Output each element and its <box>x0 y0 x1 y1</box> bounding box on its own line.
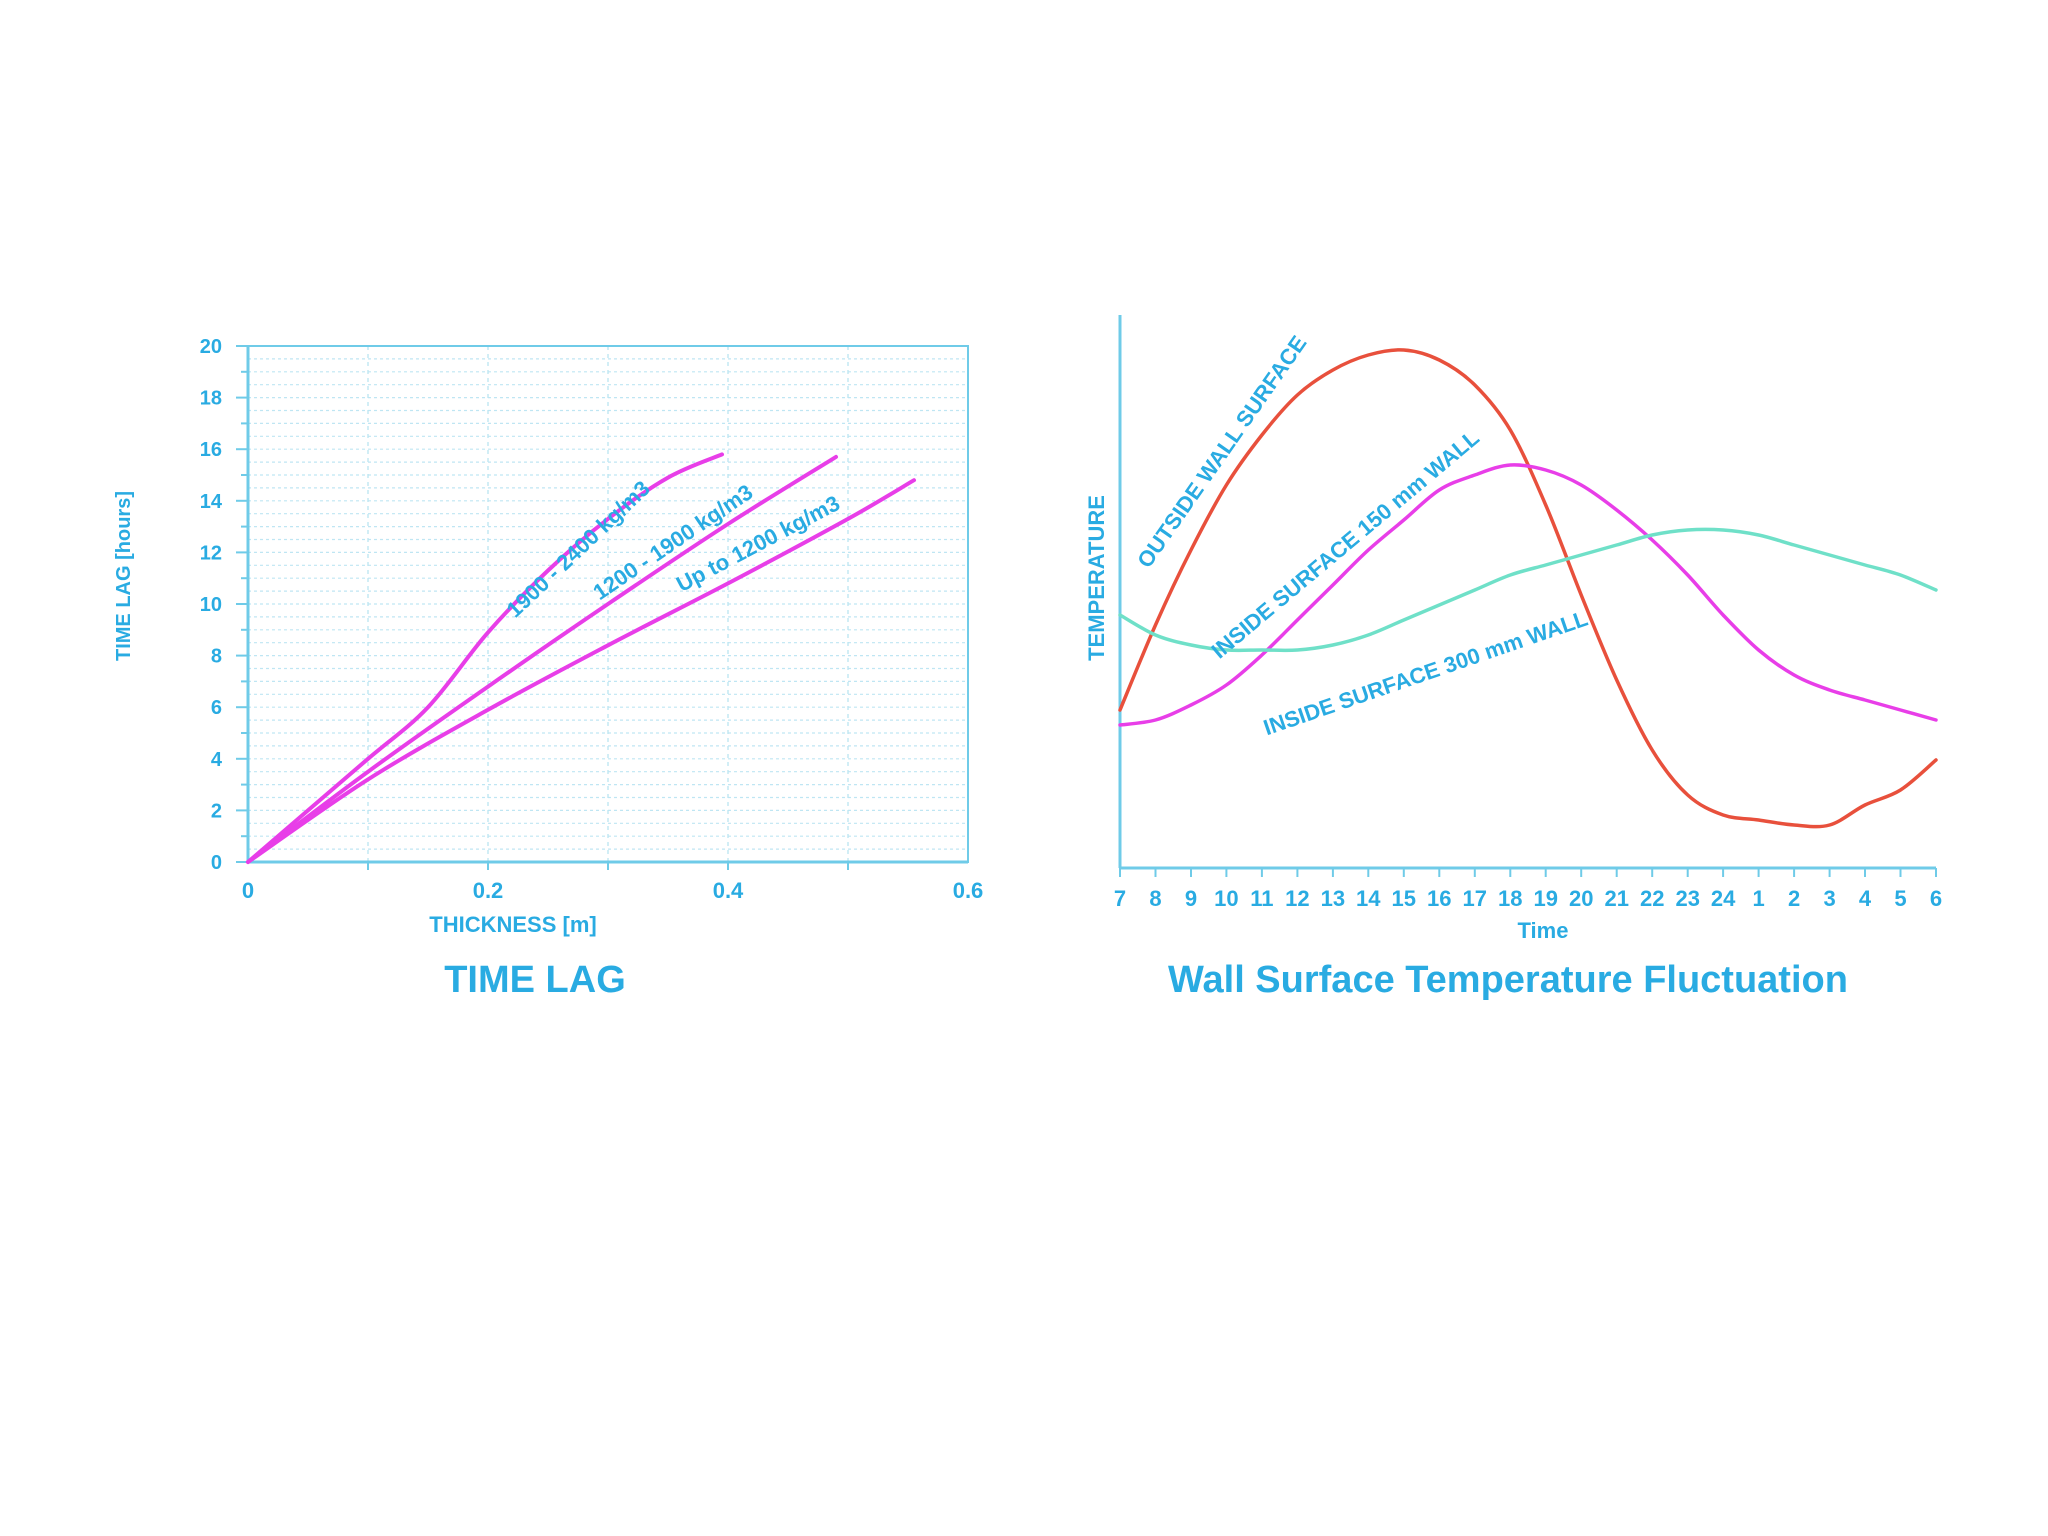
x-tick-label: 12 <box>1285 886 1309 911</box>
y-tick-label: 20 <box>200 336 222 358</box>
time-lag-series <box>246 452 916 864</box>
series-label-1: 1900 - 2400 kg/m3 <box>502 476 655 623</box>
y-tick-label: 2 <box>211 800 222 822</box>
x-tick-label: 7 <box>1114 886 1126 911</box>
x-tick-label: 3 <box>1823 886 1835 911</box>
x-tick-label: 20 <box>1569 886 1593 911</box>
series-label-2: INSIDE SURFACE 150 mm WALL <box>1207 425 1484 663</box>
y-tick-label: 18 <box>200 388 222 410</box>
x-tick-label: 10 <box>1214 886 1238 911</box>
series-line-3 <box>1118 527 1938 653</box>
x-tick-label: 0.2 <box>473 878 504 903</box>
time-lag-x-axis-label: THICKNESS [m] <box>429 912 596 937</box>
x-tick-label: 2 <box>1788 886 1800 911</box>
wall-temperature-axes <box>1118 315 1937 877</box>
x-tick-label: 9 <box>1185 886 1197 911</box>
y-tick-label: 6 <box>211 697 222 719</box>
x-tick-label: 6 <box>1930 886 1942 911</box>
time-lag-x-ticks: 0 0.2 0.4 0.6 <box>242 878 983 903</box>
series-line-2 <box>1118 463 1938 727</box>
y-tick-label: 8 <box>211 646 222 668</box>
y-tick-label: 0 <box>211 852 222 874</box>
x-tick-label: 0 <box>242 878 254 903</box>
x-tick-label: 1 <box>1752 886 1764 911</box>
series-line-1 <box>246 452 724 864</box>
time-lag-title: TIME LAG <box>444 959 626 1001</box>
series-label-1: OUTSIDE WALL SURFACE <box>1132 331 1311 572</box>
x-tick-label: 16 <box>1427 886 1451 911</box>
wall-temperature-series <box>1118 348 1938 829</box>
y-tick-label: 14 <box>200 491 223 513</box>
y-tick-label: 12 <box>200 542 222 564</box>
y-tick-label: 10 <box>200 594 222 616</box>
wall-temperature-chart: 7 8 9 10 11 12 13 14 15 16 17 18 19 20 21 22 23 24 1 2 3 4 5 6 … <box>1084 315 1942 1001</box>
series-line-2 <box>246 454 838 864</box>
wall-temperature-title: Wall Surface Temperature Fluctuation <box>1168 959 1848 1001</box>
x-tick-label: 22 <box>1640 886 1664 911</box>
x-tick-label: 15 <box>1392 886 1416 911</box>
x-tick-label: 21 <box>1604 886 1628 911</box>
y-tick-label: 4 <box>211 749 223 771</box>
x-tick-label: 0.4 <box>713 878 744 903</box>
series-label-3: INSIDE SURFACE 300 mm WALL <box>1260 606 1591 741</box>
series-line-3 <box>246 478 916 864</box>
wall-temperature-y-axis-label: TEMPERATURE <box>1084 495 1109 661</box>
x-tick-label: 0.6 <box>953 878 984 903</box>
time-lag-y-ticks: 0 2 4 6 8 10 12 14 16 18 20 <box>200 336 223 874</box>
time-lag-grid <box>248 346 968 862</box>
x-tick-label: 18 <box>1498 886 1522 911</box>
time-lag-chart: 0 2 4 6 8 10 12 14 16 18 20 0 0.2 0.4 0.6 1900 - 2400… <box>113 336 983 1001</box>
y-tick-label: 16 <box>200 439 222 461</box>
time-lag-axes <box>236 345 969 870</box>
x-tick-label: 5 <box>1894 886 1906 911</box>
x-tick-label: 14 <box>1356 886 1381 911</box>
x-tick-label: 24 <box>1711 886 1736 911</box>
x-tick-label: 8 <box>1149 886 1161 911</box>
x-tick-label: 19 <box>1533 886 1557 911</box>
x-tick-label: 13 <box>1321 886 1345 911</box>
x-tick-label: 23 <box>1675 886 1699 911</box>
x-tick-label: 4 <box>1859 886 1872 911</box>
x-tick-label: 11 <box>1250 886 1273 911</box>
wall-temperature-x-ticks: 7 8 9 10 11 12 13 14 15 16 17 18 19 20 21 22 23 24 1 2 3 4 5 6 <box>1114 886 1942 911</box>
time-lag-y-axis-label: TIME LAG [hours] <box>113 491 135 661</box>
x-tick-label: 17 <box>1463 886 1487 911</box>
wall-temperature-x-axis-label: Time <box>1518 918 1569 943</box>
